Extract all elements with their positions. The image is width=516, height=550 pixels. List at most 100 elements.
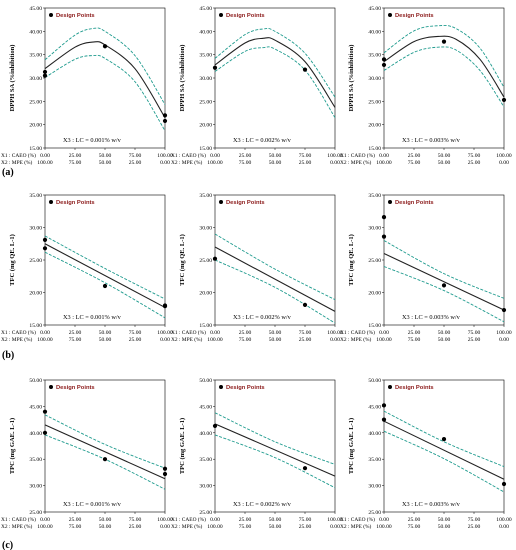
- y-tick-label: 35.00: [199, 193, 212, 199]
- y-axis-label: TFC (mg QE. L-1): [179, 234, 186, 286]
- x2-tick-label: 100.00: [207, 524, 223, 530]
- y-tick-label: 30.00: [368, 76, 381, 82]
- x1-axis-name: X1 : CAEO (%): [1, 152, 36, 159]
- x1-tick-label: 50.00: [99, 153, 112, 159]
- upper-confidence-line: [44, 27, 166, 105]
- y-tick-label: 35.00: [368, 193, 381, 199]
- x2-tick-label: 0.00: [330, 160, 340, 166]
- design-point: [42, 430, 48, 435]
- x2-tick-label: 100.00: [376, 337, 392, 343]
- design-point: [501, 481, 507, 487]
- x1-tick-label: 100.00: [157, 330, 173, 336]
- lc-note: X3 : LC = 0.002% w/v: [233, 501, 292, 508]
- x2-tick-label: 100.00: [37, 337, 53, 343]
- x2-axis-name: X2 : MPE (%): [340, 159, 371, 166]
- x1-tick-label: 0.00: [379, 517, 389, 523]
- design-point: [441, 437, 447, 442]
- y-tick-label: 20.00: [29, 291, 42, 297]
- design-point: [302, 302, 308, 307]
- fitted-line: [383, 253, 505, 311]
- y-tick-label: 15.00: [199, 323, 212, 329]
- design-point: [501, 97, 507, 103]
- x1-tick-label: 25.00: [69, 153, 82, 159]
- x2-tick-label: 25.00: [468, 160, 481, 166]
- plot-frame: [44, 7, 166, 149]
- legend-label: Design Points: [395, 385, 434, 391]
- chart-c3: 25.0030.0035.0040.0045.0050.000.00100.00…: [340, 378, 512, 530]
- fitted-line: [214, 37, 336, 108]
- chart-b2: 15.0020.0025.0030.0035.000.00100.0025.00…: [171, 193, 343, 343]
- y-tick-label: 50.00: [199, 378, 212, 384]
- design-point: [381, 417, 387, 422]
- y-tick-label: 20.00: [368, 291, 381, 297]
- y-axis-label: DPPH SA (%inhibition): [348, 45, 355, 112]
- x1-tick-label: 50.00: [269, 517, 282, 523]
- y-tick-label: 45.00: [368, 404, 381, 410]
- design-point: [441, 39, 447, 44]
- legend-marker: [388, 385, 392, 389]
- x1-tick-label: 100.00: [157, 517, 173, 523]
- x1-tick-label: 100.00: [327, 330, 343, 336]
- x2-tick-label: 25.00: [129, 337, 142, 343]
- y-tick-label: 15.00: [368, 146, 381, 152]
- plot-frame: [214, 379, 336, 513]
- row-label-c: (c): [2, 540, 13, 550]
- x2-tick-label: 50.00: [99, 160, 112, 166]
- y-tick-label: 40.00: [368, 29, 381, 35]
- lc-note: X3 : LC = 0.003% w/v: [402, 137, 461, 144]
- design-point: [162, 466, 168, 471]
- x1-tick-label: 75.00: [468, 330, 481, 336]
- design-point: [381, 62, 387, 68]
- x1-tick-label: 0.00: [379, 153, 389, 159]
- design-point: [441, 283, 447, 288]
- chart-a3: 15.0020.0025.0030.0035.0040.0045.000.001…: [340, 6, 512, 166]
- design-point: [212, 65, 218, 70]
- x2-tick-label: 50.00: [269, 524, 282, 530]
- design-point: [42, 246, 48, 251]
- y-tick-label: 50.00: [368, 378, 381, 384]
- x1-tick-label: 25.00: [69, 330, 82, 336]
- y-tick-label: 30.00: [29, 484, 42, 490]
- y-tick-label: 40.00: [29, 431, 42, 437]
- x2-tick-label: 25.00: [299, 160, 312, 166]
- chart-c1: 25.0030.0035.0040.0045.0050.000.00100.00…: [1, 378, 173, 530]
- x2-tick-label: 50.00: [438, 337, 451, 343]
- x2-tick-label: 50.00: [269, 160, 282, 166]
- legend-marker: [219, 385, 223, 389]
- legend-label: Design Points: [226, 13, 265, 19]
- design-point: [302, 67, 308, 72]
- x2-tick-label: 50.00: [99, 524, 112, 530]
- x1-axis-name: X1 : CAEO (%): [340, 516, 375, 523]
- y-tick-label: 20.00: [199, 291, 212, 297]
- legend-label: Design Points: [395, 13, 434, 19]
- x2-tick-label: 75.00: [239, 524, 252, 530]
- design-point: [162, 471, 168, 477]
- design-point: [302, 466, 308, 471]
- y-axis-label: TFC (mg QE. L-1): [9, 234, 16, 286]
- x1-axis-name: X1 : CAEO (%): [171, 516, 206, 523]
- lc-note: X3 : LC = 0.003% w/v: [402, 314, 461, 321]
- upper-confidence-line: [383, 410, 505, 468]
- design-point: [501, 307, 507, 313]
- x1-axis-name: X1 : CAEO (%): [340, 329, 375, 336]
- x1-tick-label: 50.00: [99, 330, 112, 336]
- fitted-line: [214, 246, 336, 312]
- y-tick-label: 35.00: [368, 53, 381, 59]
- x2-tick-label: 25.00: [468, 524, 481, 530]
- x2-axis-name: X2 : MPE (%): [1, 159, 32, 166]
- x2-axis-name: X2 : MPE (%): [171, 336, 202, 343]
- y-tick-label: 40.00: [199, 29, 212, 35]
- x1-tick-label: 75.00: [129, 517, 142, 523]
- fitted-line: [214, 423, 336, 477]
- design-point: [212, 423, 218, 429]
- x2-axis-name: X2 : MPE (%): [171, 159, 202, 166]
- x2-tick-label: 75.00: [69, 160, 82, 166]
- design-point: [42, 237, 48, 242]
- lower-confidence-line: [214, 259, 336, 324]
- y-tick-label: 30.00: [199, 76, 212, 82]
- lc-note: X3 : LC = 0.003% w/v: [402, 501, 461, 508]
- x1-tick-label: 25.00: [408, 153, 421, 159]
- y-tick-label: 40.00: [368, 431, 381, 437]
- x1-tick-label: 100.00: [496, 517, 512, 523]
